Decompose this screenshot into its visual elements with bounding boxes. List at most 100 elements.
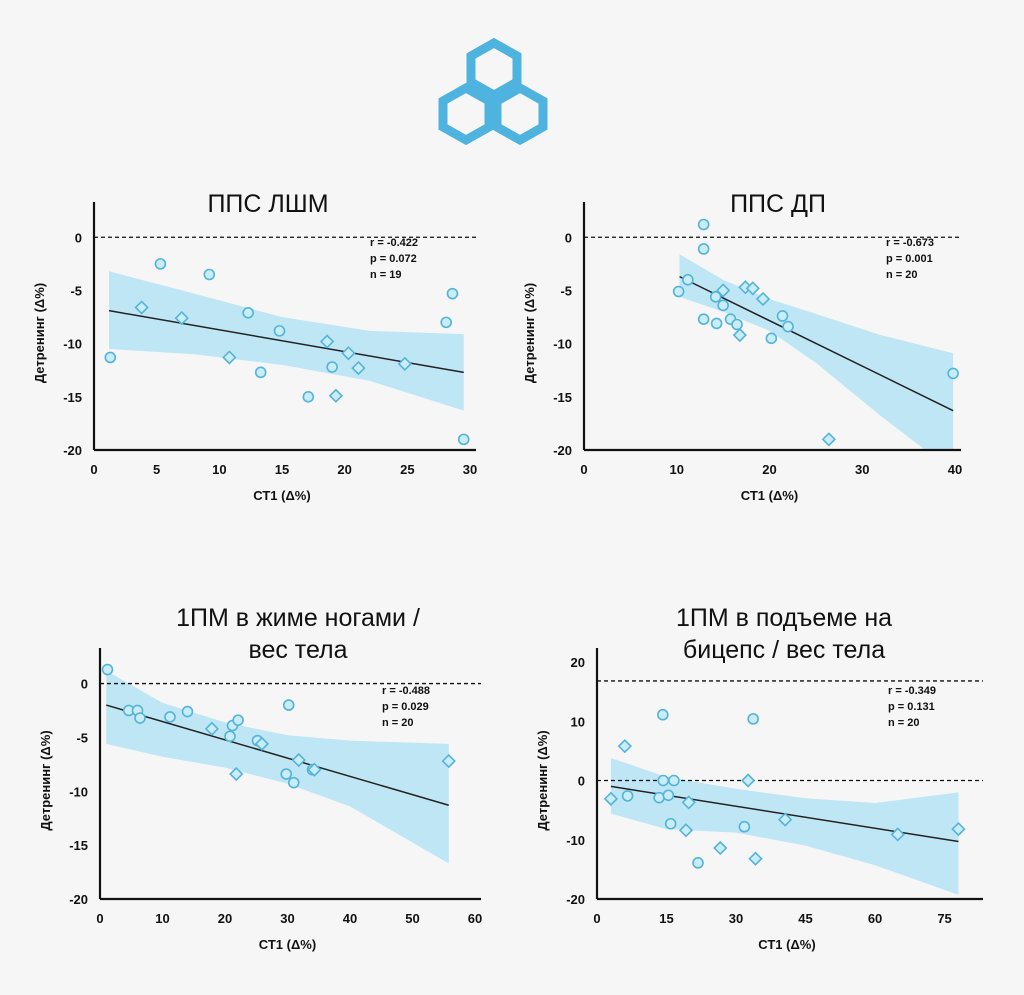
- data-point-diamond: [307, 762, 322, 777]
- data-point-diamond: [617, 739, 632, 754]
- data-point-circle: [232, 714, 244, 726]
- hexagon-logo-icon: [438, 38, 548, 146]
- data-point-circle: [446, 287, 459, 300]
- stat-label: p = 0.029: [382, 701, 429, 713]
- data-point-circle: [664, 817, 677, 830]
- y-tick-label: 0: [565, 230, 572, 245]
- y-tick-label: 0: [81, 677, 88, 692]
- y-tick-label: -5: [560, 283, 572, 298]
- data-point-diamond: [319, 334, 335, 349]
- stat-label: r = -0.422: [370, 237, 418, 249]
- data-point-diamond: [134, 300, 149, 315]
- y-tick-label: -20: [69, 892, 88, 907]
- x-tick-label: 5: [153, 462, 160, 477]
- x-tick-label: 40: [948, 462, 962, 477]
- stat-label: p = 0.072: [370, 253, 417, 265]
- x-tick-label: 45: [798, 911, 812, 926]
- y-axis-label: Детренинг (Δ%): [32, 283, 47, 383]
- data-point-circle: [947, 367, 959, 380]
- data-point-diamond: [603, 791, 619, 806]
- data-point-circle: [682, 274, 694, 286]
- chart-title-line: бицепс / вес тела: [682, 636, 886, 664]
- regression-line: [106, 704, 449, 806]
- data-point-diamond: [229, 766, 244, 782]
- data-point-diamond: [222, 350, 237, 365]
- y-tick-label: -10: [566, 833, 585, 848]
- y-tick-label: -20: [63, 443, 82, 458]
- chart-panel-1pm-biceps-curl: 1ПМ в подъеме на бицепс / вес тела 0 15 30 45…: [510, 600, 1000, 970]
- y-tick-label: 10: [571, 714, 585, 729]
- data-point-circle: [782, 320, 794, 333]
- scatter-plot: 0 10 20 30 40 0 -5 -10 -15 -20 СТ1 (Δ%) Детренинг (…: [522, 202, 962, 503]
- x-tick-label: 20: [218, 911, 232, 926]
- y-tick-label: -10: [553, 337, 572, 352]
- data-point-circle: [282, 699, 295, 711]
- y-tick-label: -5: [76, 730, 88, 745]
- data-point-circle: [747, 713, 759, 725]
- data-point-diamond: [681, 795, 696, 810]
- chart-title-line: ППС ЛШМ: [207, 190, 329, 218]
- data-point-diamond: [821, 432, 836, 447]
- chart-panel-1pm-leg-press: 1ПМ в жиме ногами / вес тела 0 10 20 30 40 50 60…: [20, 600, 490, 952]
- data-point-circle: [134, 712, 146, 724]
- y-tick-label: -15: [553, 390, 572, 405]
- data-point-circle: [709, 291, 722, 303]
- y-tick-label: -10: [63, 337, 82, 352]
- data-point-circle: [653, 791, 665, 804]
- data-point-circle: [738, 820, 751, 833]
- scatter-plot: 0 5 10 15 20 25 30 0 -5 -10 -15 -20 СТ1 (Δ%) Детренин…: [32, 202, 477, 503]
- data-point-circle: [302, 391, 315, 403]
- data-point-circle: [273, 325, 286, 337]
- x-tick-label: 30: [855, 462, 869, 477]
- data-point-circle: [104, 351, 117, 364]
- x-tick-label: 60: [868, 911, 882, 926]
- y-tick-label: -15: [69, 838, 88, 853]
- data-point-circle: [731, 318, 743, 331]
- data-point-circle: [164, 711, 176, 723]
- x-tick-label: 30: [463, 462, 477, 477]
- data-point-circle: [710, 317, 723, 330]
- data-point-circle: [697, 243, 710, 255]
- x-tick-label: 10: [155, 911, 169, 926]
- chart-title: 1ПМ в подъеме на бицепс / вес тела: [614, 602, 954, 666]
- chart-title: ППС ДП: [608, 188, 948, 220]
- data-point-circle: [717, 299, 729, 312]
- stat-label: r = -0.673: [886, 237, 934, 249]
- data-point-circle: [326, 361, 338, 373]
- x-tick-label: 10: [212, 462, 226, 477]
- regression-line: [679, 275, 954, 412]
- x-axis-label: СТ1 (Δ%): [741, 488, 798, 503]
- x-tick-label: 0: [593, 911, 600, 926]
- x-tick-label: 60: [468, 911, 482, 926]
- data-point-circle: [776, 310, 789, 322]
- stat-label: n = 20: [886, 269, 918, 281]
- y-tick-label: 0: [578, 774, 585, 789]
- x-axis-label: СТ1 (Δ%): [253, 488, 310, 503]
- data-point-circle: [224, 730, 236, 743]
- x-tick-label: 75: [937, 911, 951, 926]
- y-axis-label: Детренинг (Δ%): [535, 730, 550, 830]
- stat-label: p = 0.001: [886, 253, 933, 265]
- x-tick-label: 15: [275, 462, 289, 477]
- data-point-diamond: [890, 827, 905, 842]
- data-point-diamond: [713, 840, 728, 856]
- data-point-diamond: [732, 327, 747, 343]
- x-tick-label: 0: [96, 911, 103, 926]
- data-point-circle: [697, 313, 710, 325]
- data-point-diamond: [341, 346, 356, 361]
- data-point-circle: [765, 332, 778, 345]
- data-point-diamond: [748, 851, 763, 866]
- stat-label: n = 19: [370, 269, 402, 281]
- confidence-band: [610, 757, 959, 895]
- data-point-diamond: [740, 773, 756, 788]
- data-point-diamond: [778, 812, 793, 827]
- y-tick-label: -10: [69, 784, 88, 799]
- x-tick-label: 0: [580, 462, 587, 477]
- data-point-diamond: [951, 821, 966, 837]
- stat-label: n = 20: [888, 717, 920, 729]
- data-point-circle: [242, 306, 254, 319]
- data-point-diamond: [715, 283, 731, 298]
- x-tick-label: 20: [762, 462, 776, 477]
- data-point-circle: [657, 774, 670, 787]
- y-axis-label: Детренинг (Δ%): [522, 283, 537, 383]
